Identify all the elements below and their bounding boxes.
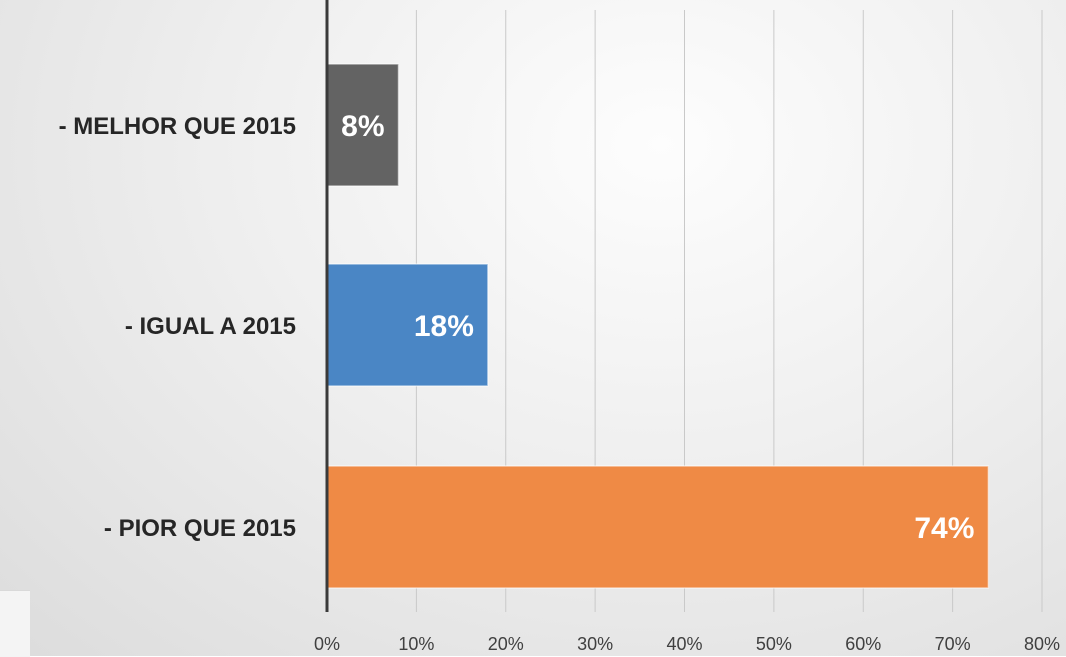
category-label-2: - IGUAL A 2015 [125,313,296,340]
x-tick-label-8: 80% [1024,634,1060,654]
category-label-1: - MELHOR QUE 2015 [59,113,296,140]
x-tick-label-6: 60% [845,634,881,654]
x-tick-label-1: 10% [398,634,434,654]
x-tick-label-5: 50% [756,634,792,654]
category-label-3: - PIOR QUE 2015 [104,515,296,542]
x-tick-label-4: 40% [666,634,702,654]
corner-panel [0,590,30,657]
data-label-3: 74% [914,512,974,545]
data-label-2: 18% [414,310,474,343]
bar-3 [326,465,990,589]
x-tick-label-2: 20% [488,634,524,654]
data-label-1: 8% [341,110,384,143]
x-tick-label-7: 70% [935,634,971,654]
x-tick-label-3: 30% [577,634,613,654]
x-tick-label-0: 0% [314,634,340,654]
bar-2 [326,263,489,387]
